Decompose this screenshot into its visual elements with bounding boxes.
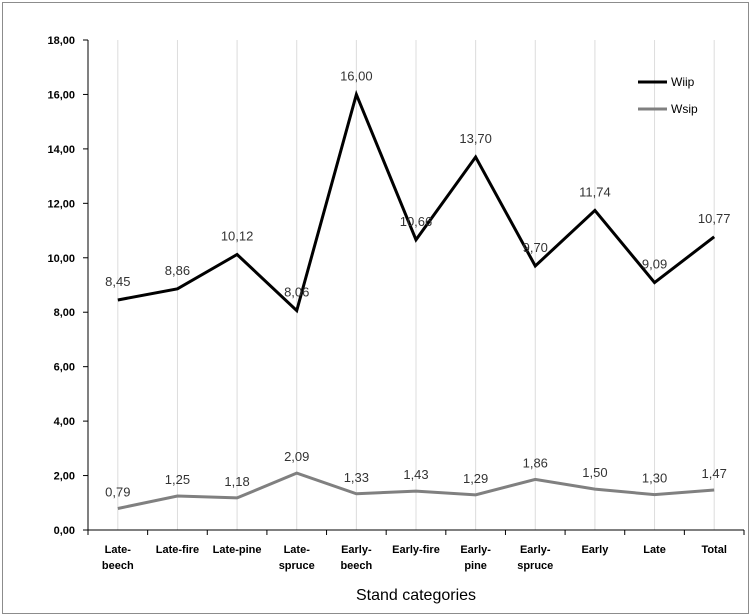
y-tick-label: 10,00 [47, 253, 75, 265]
x-tick-label: Early- [460, 544, 491, 556]
data-label-wsip: 1,47 [702, 466, 727, 481]
x-tick-label: spruce [517, 560, 553, 572]
x-tick-label: spruce [279, 560, 315, 572]
y-tick-label: 8,00 [54, 307, 75, 319]
x-tick-label: Early-fire [392, 544, 440, 556]
data-label-wsip: 1,33 [344, 470, 369, 485]
y-tick-label: 4,00 [54, 416, 75, 428]
data-label-wiip: 16,00 [340, 68, 373, 83]
x-tick-label: beech [102, 560, 134, 572]
x-tick-label: Late- [105, 544, 132, 556]
data-label-wiip: 13,70 [459, 131, 492, 146]
x-tick-label: Late-pine [213, 544, 262, 556]
legend-label-wiip: Wiip [671, 75, 695, 89]
y-tick-label: 18,00 [47, 35, 75, 47]
y-tick-label: 6,00 [54, 362, 75, 374]
x-tick-label: pine [464, 560, 487, 572]
y-tick-label: 14,00 [47, 144, 75, 156]
y-tick-label: 12,00 [47, 198, 75, 210]
x-tick-label: beech [340, 560, 372, 572]
data-label-wsip: 1,50 [582, 465, 607, 480]
x-tick-label: Early- [341, 544, 372, 556]
y-tick-label: 0,00 [54, 525, 75, 537]
data-label-wiip: 8,45 [105, 274, 130, 289]
data-label-wsip: 1,86 [523, 455, 548, 470]
series-line-wiip [117, 89, 716, 314]
data-label-wsip: 1,18 [224, 474, 249, 489]
x-tick-label: Late- [284, 544, 311, 556]
legend-label-wsip: Wsip [671, 102, 698, 116]
data-label-wsip: 2,09 [284, 449, 309, 464]
data-label-wiip: 10,66 [400, 214, 433, 229]
data-label-wiip: 11,74 [579, 184, 611, 199]
y-tick-label: 2,00 [54, 471, 75, 483]
data-label-wsip: 1,29 [463, 471, 488, 486]
x-tick-label: Early- [520, 544, 551, 556]
y-tick-label: 16,00 [47, 89, 75, 101]
data-label-wsip: 1,25 [165, 472, 190, 487]
data-label-wsip: 1,43 [403, 467, 428, 482]
data-label-wiip: 8,86 [165, 263, 190, 278]
data-label-wiip: 9,70 [523, 240, 548, 255]
data-label-wiip: 10,12 [221, 229, 254, 244]
data-label-wsip: 0,79 [105, 484, 130, 499]
data-label-wiip: 9,09 [642, 257, 667, 272]
data-label-wiip: 10,77 [698, 211, 731, 226]
data-label-wiip: 8,06 [284, 285, 309, 300]
x-tick-label: Total [701, 544, 726, 556]
x-axis-title: Stand categories [356, 587, 476, 604]
series-line-wsip [117, 471, 715, 510]
x-tick-label: Late-fire [156, 544, 199, 556]
x-tick-label: Early [581, 544, 609, 556]
data-label-wsip: 1,30 [642, 471, 667, 486]
x-tick-label: Late [643, 544, 666, 556]
